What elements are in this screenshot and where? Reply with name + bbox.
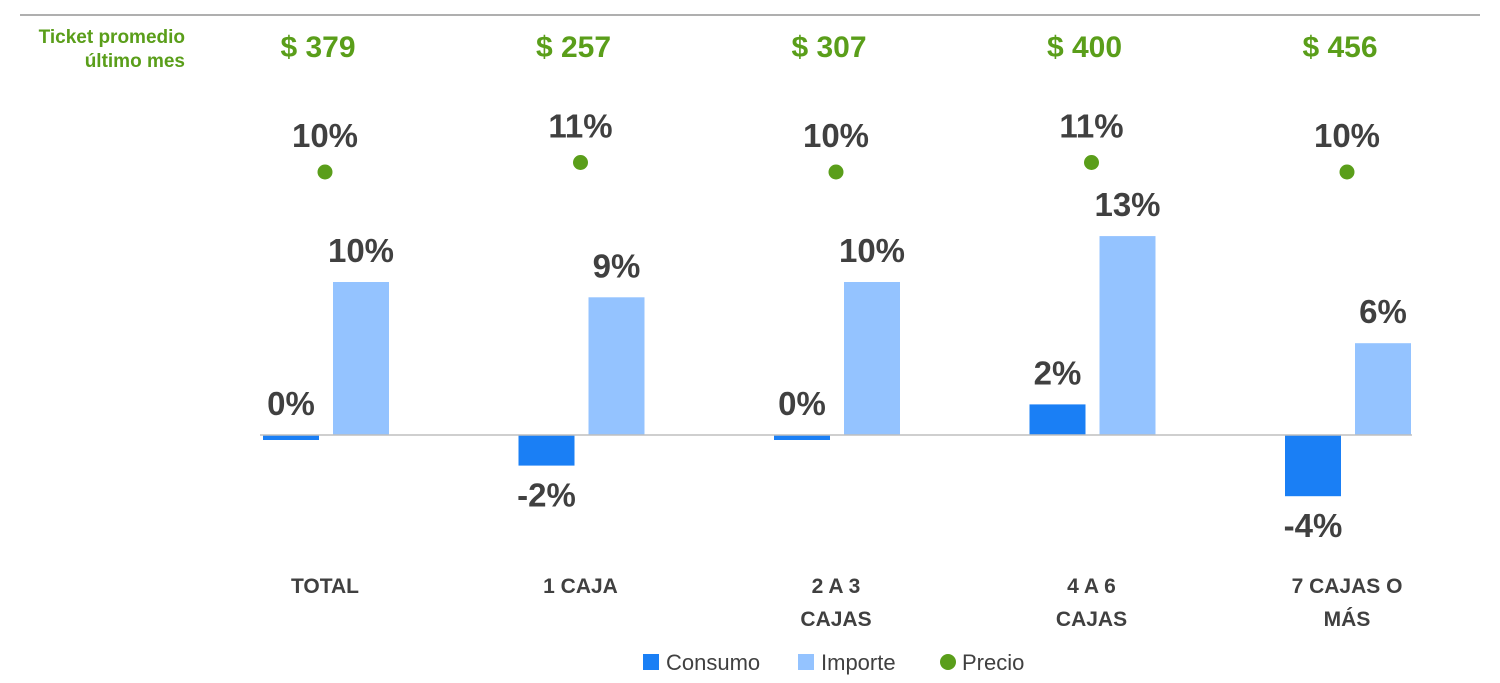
bar-consumo (518, 435, 575, 466)
dot-precio (317, 164, 333, 180)
label-consumo: -4% (1284, 507, 1343, 544)
bar-consumo (774, 435, 830, 440)
label-importe: 13% (1094, 186, 1160, 223)
ticket-value: $ 257 (536, 31, 611, 64)
legend-label-importe: Importe (821, 650, 896, 675)
bar-labels: 0% 10% 10% -2% 9% 11% 0% 10% 10% 2% 13% 11% -4% 6% 10% (267, 108, 1407, 545)
legend: Consumo Importe Precio (643, 650, 1024, 675)
label-precio: 10% (1314, 117, 1380, 154)
category-label: CAJAS (800, 608, 871, 631)
category-label: MÁS (1324, 608, 1371, 631)
price-dots (317, 155, 1355, 180)
category-label: 1 CAJA (543, 575, 618, 598)
dot-precio (1339, 164, 1355, 180)
dot-precio (1084, 155, 1099, 170)
label-precio: 10% (803, 117, 869, 154)
label-consumo: 0% (267, 385, 315, 422)
label-consumo: 0% (778, 385, 826, 422)
legend-label-consumo: Consumo (666, 650, 760, 675)
label-importe: 10% (328, 232, 394, 269)
ticket-value: $ 456 (1302, 31, 1377, 64)
label-precio: 11% (1059, 108, 1123, 145)
category-label: 7 CAJAS O (1292, 575, 1403, 598)
legend-swatch-consumo (643, 654, 659, 670)
label-consumo: 2% (1034, 354, 1082, 391)
label-importe: 10% (839, 232, 905, 269)
ticket-values: $ 379 $ 257 $ 307 $ 400 $ 456 (280, 31, 1377, 64)
ticket-value: $ 400 (1047, 31, 1122, 64)
bar-importe (588, 297, 645, 435)
ticket-value: $ 307 (791, 31, 866, 64)
dot-precio (828, 164, 844, 180)
ticket-value: $ 379 (280, 31, 355, 64)
legend-swatch-precio (940, 654, 956, 670)
ticket-label-line1: Ticket promedio (39, 27, 185, 48)
bar-importe (1355, 343, 1411, 435)
bars (263, 236, 1411, 497)
label-consumo: -2% (517, 477, 576, 514)
bar-consumo (263, 435, 319, 440)
bar-importe (333, 282, 389, 435)
bar-consumo (1029, 404, 1086, 435)
bar-importe (844, 282, 900, 435)
category-label: TOTAL (291, 575, 359, 598)
category-label: 4 A 6 (1067, 575, 1116, 598)
category-labels: TOTAL 1 CAJA 2 A 3 CAJAS 4 A 6 CAJAS 7 CAJAS O… (291, 575, 1402, 631)
label-importe: 6% (1359, 293, 1407, 330)
category-label: 2 A 3 (812, 575, 861, 598)
bar-consumo (1285, 435, 1341, 497)
label-importe: 9% (593, 247, 641, 284)
legend-label-precio: Precio (962, 650, 1024, 675)
dot-precio (573, 155, 588, 170)
legend-swatch-importe (798, 654, 814, 670)
bar-importe (1099, 236, 1156, 435)
label-precio: 11% (548, 108, 612, 145)
label-precio: 10% (292, 117, 358, 154)
category-label: CAJAS (1056, 608, 1127, 631)
ticket-label-line2: último mes (85, 51, 185, 72)
